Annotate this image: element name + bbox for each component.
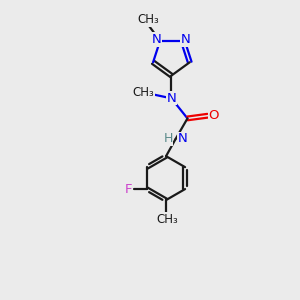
Text: CH₃: CH₃ [157, 213, 178, 226]
Text: F: F [124, 183, 132, 196]
Text: CH₃: CH₃ [137, 13, 159, 26]
Text: H: H [164, 132, 173, 145]
Text: N: N [152, 33, 162, 46]
Text: O: O [208, 109, 219, 122]
Text: N: N [178, 132, 187, 145]
Text: N: N [181, 33, 191, 46]
Text: N: N [167, 92, 176, 105]
Text: CH₃: CH₃ [132, 86, 154, 100]
